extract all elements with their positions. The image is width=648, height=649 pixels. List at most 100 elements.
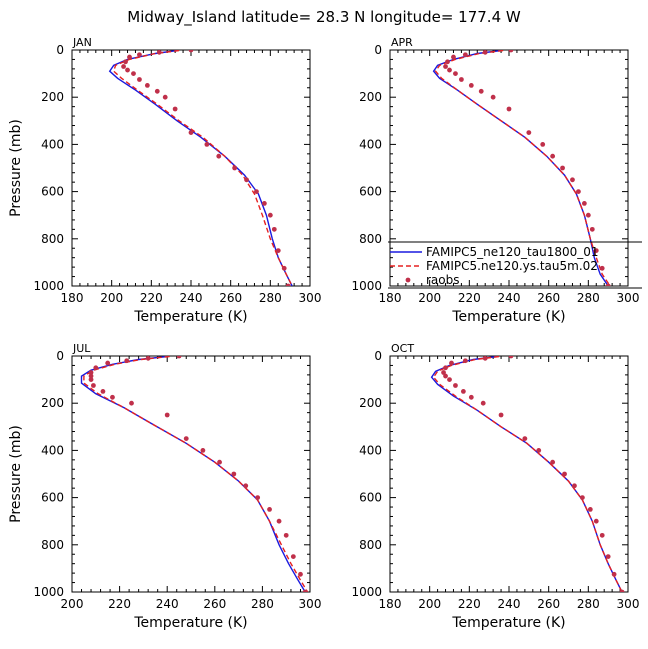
raobs-point — [599, 532, 605, 538]
raobs-point — [93, 365, 99, 371]
raobs-point — [216, 153, 222, 159]
raobs-point — [441, 370, 446, 375]
y-tick-label: 400 — [41, 443, 64, 457]
raobs-point — [576, 189, 581, 195]
raobs-point — [443, 365, 448, 371]
raobs-point — [522, 436, 528, 441]
x-tick-label: 300 — [617, 291, 640, 305]
raobs-point — [100, 389, 106, 394]
legend-marker-dot — [405, 277, 411, 283]
series-line-model1 — [108, 50, 293, 286]
raobs-point — [129, 400, 134, 406]
raobs-point — [261, 201, 267, 206]
y-tick-label: 200 — [41, 90, 64, 104]
x-tick-label: 260 — [537, 597, 560, 611]
raobs-point — [506, 106, 512, 112]
y-tick-label: 200 — [359, 396, 382, 410]
panel-apr: APR 180 200 220 240 260 280 300 0 200 400 600 800 100… — [351, 36, 639, 325]
raobs-point — [290, 554, 296, 559]
raobs-point — [447, 67, 452, 73]
raobs-point — [275, 248, 281, 254]
raobs-point — [508, 356, 514, 359]
panel-title: JAN — [72, 36, 92, 49]
raobs-point — [468, 394, 474, 400]
raobs-point — [482, 356, 488, 361]
raobs-point — [88, 377, 94, 382]
raobs-point — [570, 177, 575, 183]
legend-label: FAMIPC5.ne120.ys.tau5m.02 — [426, 259, 598, 273]
raobs-point — [105, 360, 111, 366]
raobs-point — [110, 394, 115, 400]
x-tick-label: 240 — [498, 291, 521, 305]
raobs-point — [188, 130, 194, 136]
raobs-point — [88, 370, 94, 375]
raobs-point — [302, 589, 308, 592]
raobs-point — [540, 142, 546, 147]
raobs-point — [285, 283, 291, 286]
y-tick-label: 1000 — [351, 585, 382, 599]
y-tick-label: 1000 — [351, 279, 382, 293]
y-tick-label: 400 — [359, 137, 382, 151]
raobs-point — [498, 412, 504, 418]
raobs-point — [550, 459, 556, 465]
raobs-point — [154, 88, 160, 94]
x-axis-label: Temperature (K) — [133, 309, 247, 325]
legend-label: raobs — [426, 273, 460, 287]
y-tick-label: 0 — [56, 43, 64, 57]
raobs-point — [619, 589, 625, 592]
x-tick-label: 200 — [418, 597, 441, 611]
panel-title: OCT — [391, 342, 414, 355]
panel-jan: JAN 180 200 220 240 260 280 300 0 200 400 600 800 100… — [8, 36, 321, 325]
y-axis-label: Pressure (mb) — [8, 119, 24, 217]
x-tick-label: 280 — [577, 291, 600, 305]
y-tick-label: 200 — [359, 90, 382, 104]
x-axis-label: Temperature (K) — [133, 615, 247, 631]
raobs-point — [281, 265, 287, 271]
raobs-point — [244, 177, 249, 183]
raobs-point — [579, 495, 585, 500]
raobs-point — [121, 64, 126, 69]
raobs-point — [145, 356, 151, 361]
x-tick-label: 260 — [203, 597, 226, 611]
raobs-point — [599, 265, 605, 271]
raobs-point — [468, 83, 474, 88]
series-line-model1 — [430, 356, 623, 592]
y-tick-label: 0 — [56, 349, 64, 363]
raobs-point — [451, 54, 456, 60]
raobs-point — [123, 59, 128, 65]
raobs-point — [526, 130, 532, 136]
x-tick-label: 280 — [251, 597, 274, 611]
y-tick-label: 600 — [359, 491, 382, 505]
panel-title: APR — [391, 36, 413, 49]
legend: FAMIPC5_ne120_tau1800_01FAMIPC5.ne120.ys… — [388, 241, 642, 289]
raobs-point — [593, 518, 599, 524]
x-tick-label: 220 — [108, 597, 131, 611]
raobs-point — [254, 189, 259, 195]
raobs-point — [447, 377, 452, 382]
x-tick-label: 240 — [180, 291, 203, 305]
raobs-point — [449, 360, 454, 366]
raobs-point — [137, 77, 142, 82]
raobs-point — [585, 212, 591, 218]
raobs-point — [88, 373, 94, 379]
series-line-model2 — [432, 356, 623, 592]
x-tick-label: 300 — [617, 597, 640, 611]
panel-title: JUL — [72, 342, 91, 355]
raobs-point — [460, 389, 466, 394]
raobs-point — [536, 448, 542, 453]
y-tick-label: 800 — [41, 232, 64, 246]
y-tick-label: 400 — [359, 443, 382, 457]
legend-label: FAMIPC5_ne120_tau1800_01 — [426, 245, 599, 259]
raobs-point — [144, 83, 150, 88]
raobs-point — [605, 283, 611, 286]
x-tick-label: 220 — [458, 597, 481, 611]
raobs-point — [162, 94, 168, 100]
plot-area — [108, 50, 293, 286]
raobs-point — [611, 571, 617, 577]
raobs-point — [231, 471, 237, 477]
y-tick-label: 800 — [359, 232, 382, 246]
raobs-point — [200, 448, 206, 453]
raobs-point — [462, 358, 468, 364]
figure-title: Midway_Island latitude= 28.3 N longitude… — [127, 8, 521, 27]
